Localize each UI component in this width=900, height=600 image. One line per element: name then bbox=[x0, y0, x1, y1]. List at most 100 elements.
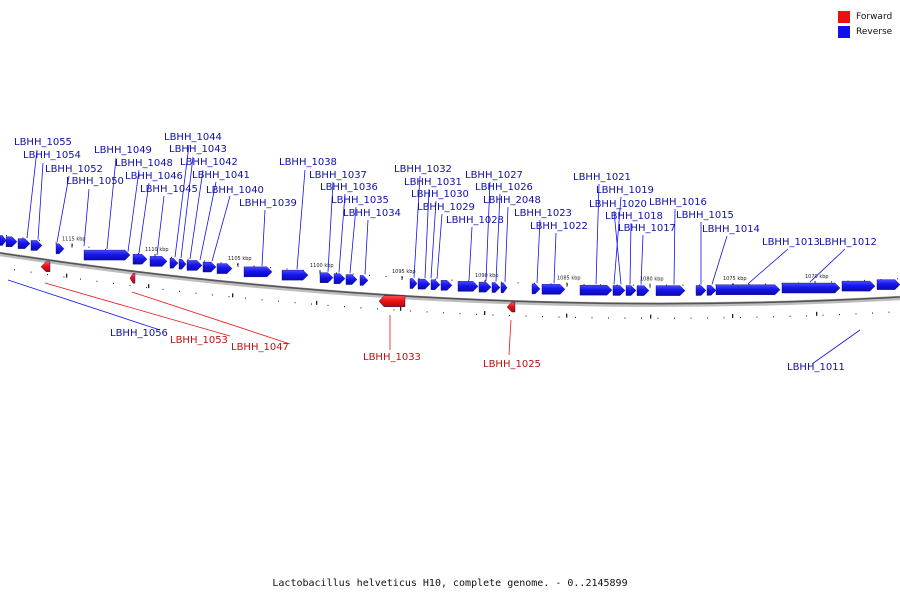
gene-arrow bbox=[491, 282, 501, 293]
scale-minor-tick bbox=[148, 284, 150, 289]
gene-arrow bbox=[281, 269, 309, 281]
scale-dot bbox=[583, 283, 585, 286]
scale-dot bbox=[773, 316, 774, 318]
gene-arrow bbox=[506, 301, 516, 313]
scale-dot bbox=[756, 316, 758, 318]
scale-dot bbox=[294, 302, 296, 304]
scale-dot bbox=[476, 313, 477, 315]
legend-reverse-label: Reverse bbox=[856, 26, 893, 37]
gene-label-reverse: LBHH_1050 bbox=[66, 176, 124, 187]
scale-dot bbox=[435, 278, 436, 280]
gene-label-reverse: LBHH_1014 bbox=[702, 224, 760, 235]
scale-dot bbox=[748, 283, 750, 285]
gene-label-reverse: LBHH_1027 bbox=[465, 170, 523, 181]
scale-dot bbox=[542, 316, 543, 318]
label-leader-line bbox=[44, 282, 231, 337]
scale-dot bbox=[360, 307, 362, 309]
scale-tick-label: 1100 kbp bbox=[310, 263, 334, 269]
scale-ticks: 1115 kbp 1110 kbp 1105 kbp 1100 kbp 1095 kbp… bbox=[62, 236, 829, 288]
scale-dot bbox=[245, 297, 246, 299]
label-leader-line bbox=[327, 181, 334, 272]
label-leader-line bbox=[261, 209, 266, 267]
gene-arrow bbox=[129, 273, 136, 284]
label-leader-line bbox=[364, 219, 369, 275]
gene-label-reverse: LBHH_1011 bbox=[787, 362, 845, 373]
scale-dot bbox=[707, 317, 708, 319]
gene-arrow bbox=[440, 280, 453, 291]
label-leader-line bbox=[156, 195, 165, 256]
gene-label-reverse: LBHH_1048 bbox=[115, 158, 173, 169]
gene-label-reverse: LBHH_1038 bbox=[279, 157, 337, 168]
scale-dot bbox=[270, 266, 271, 269]
gene-arrow bbox=[695, 285, 707, 296]
gene-arrow bbox=[531, 283, 541, 295]
label-leader-line bbox=[553, 232, 557, 284]
gene-arrow bbox=[430, 279, 441, 290]
label-leader-line bbox=[189, 169, 204, 260]
gene-label-reverse: LBHH_1042 bbox=[180, 157, 238, 168]
gene-label-reverse: LBHH_1036 bbox=[320, 182, 378, 193]
gene-label-forward: LBHH_1025 bbox=[483, 359, 541, 370]
genome-caption: Lactobacillus helveticus H10, complete g… bbox=[272, 578, 628, 589]
gene-arrow bbox=[636, 285, 650, 296]
gene-label-reverse: LBHH_1030 bbox=[411, 189, 469, 200]
label-leader-line bbox=[174, 144, 190, 258]
scale-dot bbox=[666, 284, 667, 286]
scale-dot bbox=[872, 312, 873, 314]
gene-arrow bbox=[579, 284, 613, 296]
gene-arrow bbox=[30, 240, 43, 251]
scale-dot bbox=[187, 258, 189, 260]
scale-dot bbox=[451, 279, 453, 281]
scale-dot bbox=[591, 317, 593, 319]
scale-dot bbox=[831, 281, 832, 283]
gene-label-reverse: LBHH_1021 bbox=[573, 172, 631, 183]
scale-dot bbox=[30, 271, 32, 273]
scale-dot bbox=[657, 317, 659, 319]
scale-dot bbox=[501, 281, 502, 283]
genome-backbone bbox=[0, 252, 900, 305]
label-leader-line bbox=[595, 183, 600, 285]
scale-dot bbox=[839, 313, 840, 316]
scale-dot bbox=[22, 237, 24, 239]
gene-label-reverse: LBHH_2048 bbox=[483, 195, 541, 206]
gene-label-reverse: LBHH_1023 bbox=[514, 208, 572, 219]
gene-arrow bbox=[612, 285, 626, 296]
label-leader-line bbox=[211, 195, 231, 262]
scale-dot bbox=[459, 312, 461, 315]
label-leader-line bbox=[180, 156, 194, 258]
gene-label-reverse: LBHH_1016 bbox=[649, 197, 707, 208]
label-leader-line bbox=[613, 196, 622, 285]
gene-label-forward: LBHH_1053 bbox=[170, 335, 228, 346]
label-leader-line bbox=[711, 235, 728, 285]
scale-dot bbox=[410, 310, 411, 312]
gene-arrow bbox=[243, 266, 273, 278]
scale-dot bbox=[88, 246, 90, 248]
gene-arrow bbox=[876, 279, 900, 290]
scale-dot bbox=[311, 303, 312, 305]
scale-dot bbox=[723, 317, 725, 319]
gene-label-reverse: LBHH_1012 bbox=[819, 237, 877, 248]
gene-label-reverse: LBHH_1031 bbox=[404, 177, 462, 188]
label-leader-line bbox=[809, 248, 846, 283]
scale-dot bbox=[575, 316, 576, 318]
gene-label-reverse: LBHH_1029 bbox=[417, 202, 475, 213]
scale-tick-label: 1075 kbp bbox=[723, 276, 747, 282]
scale-tick-label: 1115 kbp bbox=[62, 236, 86, 242]
gene-arrow bbox=[409, 278, 418, 289]
label-leader-line bbox=[424, 188, 430, 279]
scale-dot bbox=[278, 300, 279, 302]
scale-dot bbox=[6, 234, 7, 237]
scale-dot bbox=[14, 269, 15, 271]
scale-dot bbox=[228, 295, 230, 298]
gene-label-reverse: LBHH_1022 bbox=[530, 221, 588, 232]
scale-dot bbox=[286, 268, 288, 270]
label-leader-line bbox=[436, 213, 443, 279]
scale-dots bbox=[6, 234, 898, 319]
label-leader-line bbox=[199, 181, 217, 261]
scale-dot bbox=[608, 317, 609, 319]
gene-label-forward: LBHH_1047 bbox=[231, 342, 289, 353]
scale-dot bbox=[336, 272, 337, 274]
gene-arrow bbox=[417, 278, 431, 290]
scale-dot bbox=[674, 317, 675, 319]
